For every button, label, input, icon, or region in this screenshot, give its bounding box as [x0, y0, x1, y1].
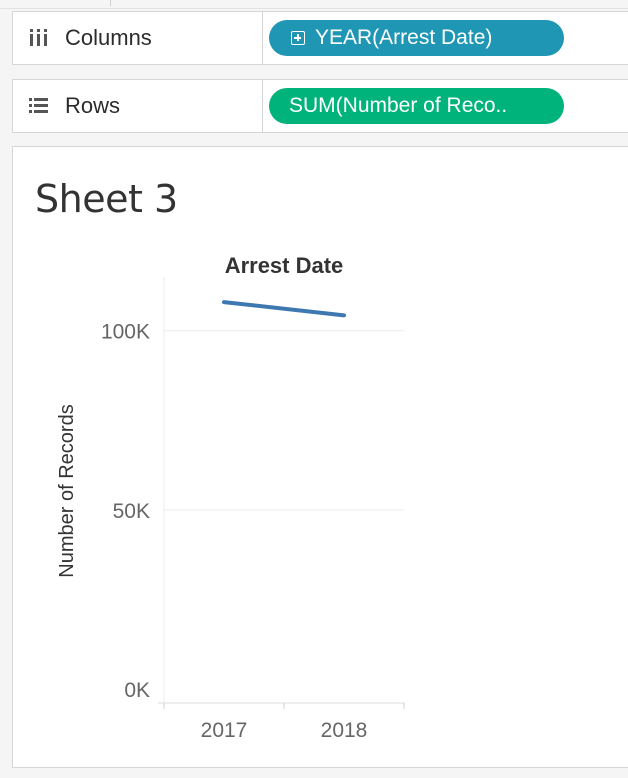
y-axis-tick-labels: 0K 50K 100K [101, 321, 150, 702]
y-tick-label: 100K [101, 321, 150, 344]
pill-label: SUM(Number of Reco.. [289, 94, 508, 117]
divider [110, 0, 111, 6]
pill-label: YEAR(Arrest Date) [315, 26, 493, 49]
columns-icon [30, 29, 47, 46]
rows-label: Rows [65, 93, 121, 118]
rows-shelf[interactable]: Rows SUM(Number of Reco.. [12, 79, 628, 133]
sheet-view: Sheet 3 0K 50K 100K 2017 2018 Arrest Date N… [12, 146, 628, 768]
x-axis-ticks [163, 703, 405, 709]
series-layer[interactable] [222, 300, 346, 318]
y-axis-label: Number of Records [56, 404, 78, 577]
columns-shelf-label: Columns [13, 12, 263, 64]
x-tick-label: 2017 [201, 719, 248, 742]
sum-number-of-records-pill[interactable]: SUM(Number of Reco.. [269, 88, 564, 124]
gridlines [164, 330, 404, 511]
x-tick-label: 2018 [321, 719, 368, 742]
series-line[interactable] [222, 300, 346, 318]
y-tick-label: 0K [124, 679, 150, 702]
chart-header-title: Arrest Date [225, 253, 344, 278]
expand-plus-icon[interactable] [291, 31, 305, 45]
year-arrest-date-pill[interactable]: YEAR(Arrest Date) [269, 20, 564, 56]
x-axis-tick-labels: 2017 2018 [201, 719, 368, 742]
top-strip [0, 0, 628, 9]
line-chart[interactable]: 0K 50K 100K 2017 2018 Arrest Date Number of… [13, 147, 628, 769]
rows-shelf-label: Rows [13, 80, 263, 132]
sheet-title: Sheet 3 [35, 177, 178, 221]
columns-label: Columns [65, 25, 152, 50]
rows-icon [29, 98, 48, 113]
columns-shelf[interactable]: Columns YEAR(Arrest Date) [12, 11, 628, 65]
y-tick-label: 50K [113, 500, 150, 523]
